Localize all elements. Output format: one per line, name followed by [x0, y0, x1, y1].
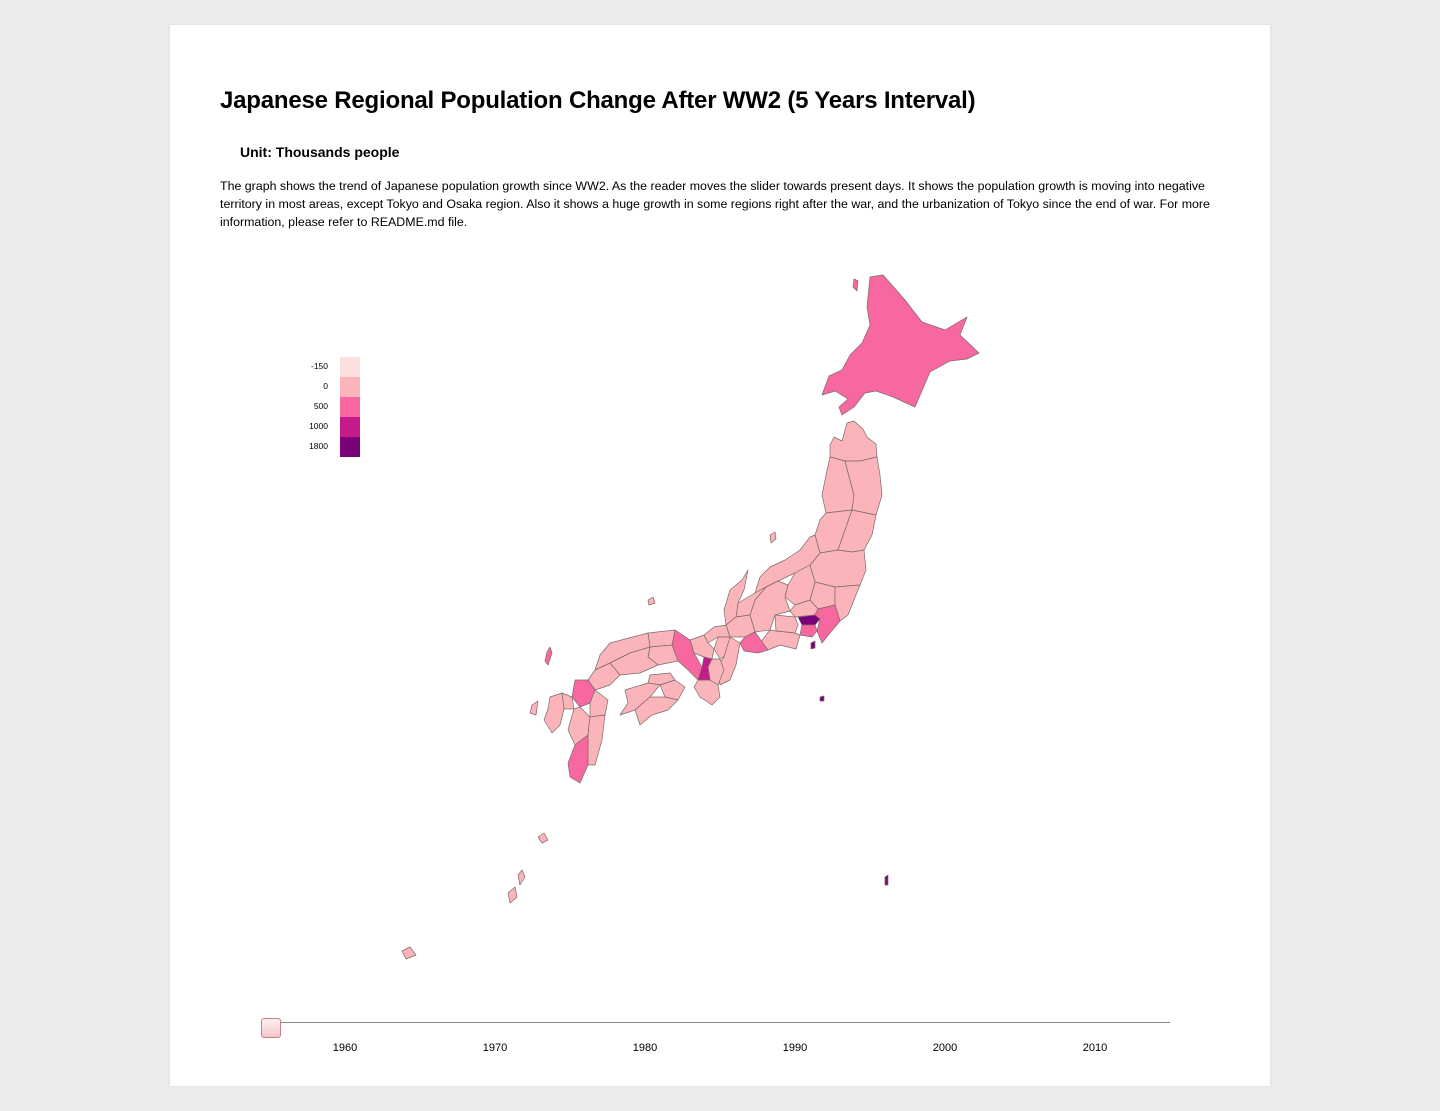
description-text: The graph shows the trend of Japanese po…: [220, 179, 1210, 229]
legend-label: 0: [323, 381, 328, 391]
region-oita[interactable]: [589, 689, 609, 718]
slider-handle[interactable]: [261, 1018, 281, 1038]
japan-map: [401, 274, 980, 960]
legend-swatch: [340, 357, 360, 377]
legend-label: 1000: [309, 421, 328, 431]
legend-swatch: [340, 377, 360, 397]
unit-label: Unit: Thousands people: [240, 144, 400, 160]
island-oki: [647, 596, 656, 606]
legend-swatch: [340, 437, 360, 457]
slider-tick-label: 1960: [332, 1042, 358, 1054]
region-ibaraki[interactable]: [834, 584, 861, 622]
island-tsushima: [544, 646, 553, 666]
region-nagasaki[interactable]: [543, 692, 565, 734]
legend-item: 500: [290, 397, 360, 417]
legend-label: 500: [313, 401, 328, 411]
legend-label: -150: [310, 361, 328, 371]
legend-item: 0: [290, 377, 360, 397]
legend-swatch: [340, 397, 360, 417]
region-miyazaki[interactable]: [587, 714, 606, 766]
region-chiba[interactable]: [814, 604, 841, 644]
region-kagoshima[interactable]: [567, 734, 589, 784]
color-legend: -150 0 500 1000 1800: [290, 357, 360, 457]
region-kyoto[interactable]: [689, 634, 715, 660]
slider-tick-label: 2010: [1082, 1042, 1108, 1054]
island-goto: [529, 700, 539, 716]
legend-item: 1000: [290, 417, 360, 437]
slider-tick-label: 2000: [932, 1042, 958, 1054]
region-fukushima[interactable]: [809, 549, 867, 588]
legend-item: 1800: [290, 437, 360, 457]
island-amami: [537, 832, 549, 844]
region-tokyo[interactable]: [797, 614, 821, 626]
slider-tick-label: 1980: [632, 1042, 658, 1054]
slider-tick-label: 1990: [782, 1042, 808, 1054]
region-iwate[interactable]: [844, 456, 883, 516]
region-tottori[interactable]: [647, 629, 676, 648]
region-yamanashi[interactable]: [774, 614, 799, 634]
region-tokushima[interactable]: [659, 679, 686, 701]
region-wakayama[interactable]: [693, 679, 721, 706]
region-aomori[interactable]: [829, 420, 878, 462]
legend-item: -150: [290, 357, 360, 377]
region-mie[interactable]: [717, 636, 741, 686]
region-kochi[interactable]: [634, 696, 679, 726]
island-okinawa: [401, 946, 417, 960]
island-izu-1: [810, 640, 816, 650]
slider-track[interactable]: [270, 1022, 1170, 1023]
legend-swatch: [340, 417, 360, 437]
region-hokkaido[interactable]: [821, 274, 980, 416]
region-hokkaido-islet: [852, 278, 859, 292]
island-izu-2: [819, 695, 825, 702]
page-title: Japanese Regional Population Change Afte…: [220, 87, 976, 114]
legend-label: 1800: [309, 441, 328, 451]
region-kanagawa[interactable]: [799, 624, 818, 638]
island-sado: [769, 531, 777, 544]
island-ryukyu-1: [517, 869, 526, 886]
slider-tick-label: 1970: [482, 1042, 508, 1054]
content-card: Japanese Regional Population Change Afte…: [170, 25, 1270, 1086]
island-ryukyu-2: [507, 886, 518, 904]
year-slider[interactable]: 1960 1970 1980 1990 2000 2010: [260, 1015, 1170, 1055]
island-ogasawara: [884, 874, 889, 886]
